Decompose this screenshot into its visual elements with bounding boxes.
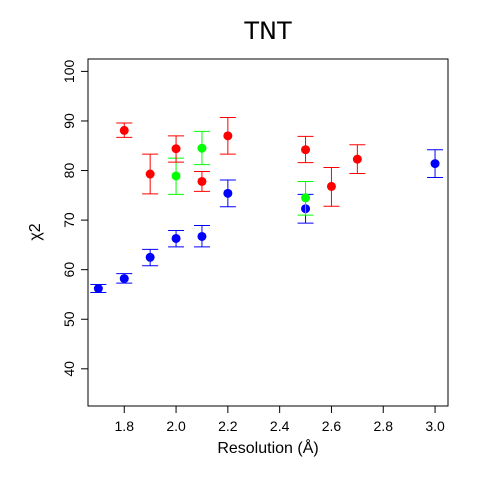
x-tick-label: 2.2: [218, 418, 238, 434]
data-point: [145, 169, 155, 179]
x-tick-label: 2.0: [166, 418, 186, 434]
data-point: [145, 252, 155, 262]
x-tick-label: 3.0: [425, 418, 445, 434]
series-layer: [90, 116, 444, 294]
plot-frame: [87, 58, 449, 407]
y-tick-label: 50: [61, 311, 77, 327]
y-tick-label: 90: [61, 113, 77, 129]
y-axis: 40 50 60 70 80 90 100: [61, 60, 88, 377]
y-tick-label: 60: [61, 262, 77, 278]
chart-title: TNT: [243, 17, 292, 45]
data-point: [301, 193, 311, 203]
data-point: [197, 176, 207, 186]
data-point: [223, 188, 233, 198]
data-point: [171, 171, 181, 181]
x-tick-label: 2.6: [322, 418, 342, 434]
x-axis-label: Resolution (Å): [217, 438, 318, 457]
y-axis-label: χ2: [27, 223, 44, 240]
data-point: [197, 231, 207, 241]
y-tick-label: 80: [61, 163, 77, 179]
data-point: [171, 233, 181, 243]
data-series: [168, 130, 314, 216]
data-point: [119, 125, 129, 135]
data-point: [197, 143, 207, 153]
data-point: [352, 154, 362, 164]
data-point: [171, 144, 181, 154]
data-point: [326, 181, 336, 191]
data-point: [93, 284, 103, 294]
data-point: [223, 131, 233, 141]
data-series: [116, 116, 366, 207]
x-tick-label: 2.8: [374, 418, 394, 434]
y-tick-label: 40: [61, 361, 77, 377]
x-tick-label: 2.4: [270, 418, 290, 434]
x-tick-label: 1.8: [115, 418, 135, 434]
y-tick-label: 100: [61, 60, 77, 84]
data-point: [430, 159, 440, 169]
x-axis: 1.8 2.0 2.2 2.4 2.6 2.8 3.0: [115, 406, 445, 434]
data-point: [301, 145, 311, 155]
data-point: [119, 274, 129, 284]
y-tick-label: 70: [61, 212, 77, 228]
